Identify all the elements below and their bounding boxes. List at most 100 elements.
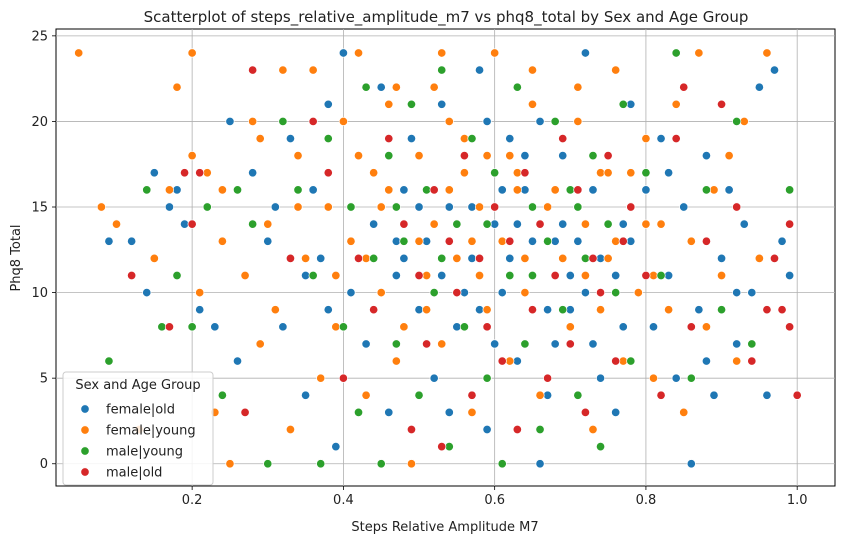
data-point (490, 48, 500, 58)
data-point (527, 65, 538, 75)
data-point (490, 202, 500, 212)
data-point (232, 185, 243, 195)
data-point (217, 236, 227, 246)
data-point (195, 305, 205, 315)
data-point (474, 202, 485, 212)
data-point (467, 133, 477, 144)
data-point (399, 253, 409, 263)
data-point (580, 253, 590, 263)
data-point (754, 82, 764, 92)
data-point (701, 236, 711, 246)
data-point (248, 65, 258, 75)
data-point (535, 390, 545, 400)
data-point (301, 253, 311, 263)
data-point (580, 288, 590, 298)
data-point (391, 356, 401, 366)
data-point (422, 270, 432, 281)
data-point (293, 202, 303, 212)
data-point (429, 288, 439, 298)
data-point (180, 219, 190, 229)
data-point (724, 185, 734, 195)
data-point (573, 185, 583, 195)
data-point (505, 133, 515, 144)
data-point (263, 236, 273, 246)
data-point (588, 339, 598, 349)
data-point (255, 133, 265, 144)
data-point (505, 151, 515, 161)
data-point (490, 168, 500, 178)
data-point (732, 116, 742, 126)
data-point (626, 202, 636, 212)
y-tick-label: 0 (40, 457, 48, 472)
data-point (263, 219, 273, 229)
data-point (497, 185, 507, 195)
legend-marker (80, 467, 90, 477)
data-point (717, 99, 727, 109)
data-point (414, 305, 424, 315)
data-point (437, 442, 447, 452)
data-point (603, 151, 613, 161)
data-point (641, 185, 651, 195)
series-female-old (104, 48, 795, 469)
data-point (641, 219, 651, 229)
data-point (732, 339, 742, 349)
data-point (497, 356, 507, 366)
data-point (595, 168, 606, 178)
data-point (482, 219, 492, 229)
data-point (384, 151, 394, 161)
data-point (664, 168, 674, 178)
data-point (399, 219, 409, 229)
data-point (270, 305, 280, 315)
data-point (611, 65, 621, 75)
data-point (384, 185, 394, 195)
data-point (361, 339, 371, 349)
data-point (550, 339, 560, 349)
data-point (376, 202, 386, 212)
axis-ticks: 0.2 0.4 0.6 0.8 1.0 0 5 10 15 20 25 (31, 29, 807, 508)
data-point (565, 339, 575, 349)
data-point (717, 305, 727, 315)
data-point (777, 236, 787, 246)
legend-item: male|old (80, 466, 162, 481)
data-point (157, 322, 167, 332)
data-point (595, 253, 606, 263)
data-point (353, 253, 364, 263)
data-point (520, 185, 530, 195)
data-point (656, 219, 666, 229)
legend-label: female|old (106, 403, 175, 418)
data-point (459, 288, 469, 298)
data-point (278, 322, 288, 332)
chart-title: Scatterplot of steps_relative_amplitude_… (144, 8, 749, 27)
data-point (172, 185, 182, 195)
data-point (376, 288, 386, 298)
data-point (679, 82, 689, 92)
data-point (785, 322, 795, 332)
data-point (648, 270, 659, 281)
data-point (717, 253, 727, 263)
data-point (338, 48, 348, 58)
data-point (573, 82, 583, 92)
data-point (422, 339, 432, 349)
legend-label: male|young (106, 445, 183, 460)
data-point (565, 322, 575, 332)
data-point (595, 288, 606, 298)
data-point (323, 305, 333, 315)
data-point (301, 270, 311, 281)
data-point (550, 236, 560, 246)
data-point (550, 185, 560, 195)
data-point (611, 236, 621, 246)
data-point (792, 390, 802, 400)
data-point (565, 305, 575, 315)
legend-item: female|young (80, 424, 196, 439)
data-point (301, 390, 311, 400)
data-point (482, 116, 492, 126)
data-point (701, 356, 711, 366)
data-point (474, 253, 485, 263)
data-point (550, 116, 560, 126)
data-point (543, 305, 553, 315)
data-point (414, 236, 424, 246)
data-point (376, 82, 386, 92)
y-tick-label: 20 (31, 115, 48, 130)
data-point (459, 133, 469, 144)
data-point (686, 373, 696, 383)
